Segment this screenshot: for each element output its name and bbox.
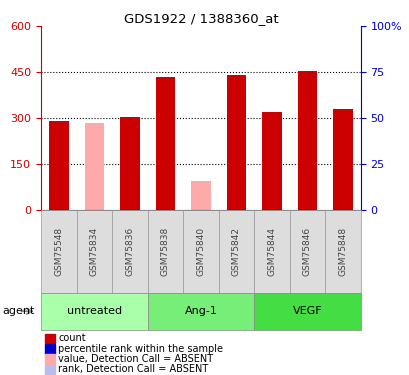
Text: GSM75548: GSM75548 <box>54 226 63 276</box>
Bar <box>49 121 68 210</box>
Bar <box>297 70 317 210</box>
Text: GSM75834: GSM75834 <box>90 226 99 276</box>
Bar <box>84 123 104 210</box>
Text: GSM75844: GSM75844 <box>267 227 276 276</box>
Text: count: count <box>58 333 85 344</box>
Text: agent: agent <box>2 306 34 316</box>
Text: GSM75840: GSM75840 <box>196 226 205 276</box>
Text: GSM75848: GSM75848 <box>338 226 347 276</box>
Text: Ang-1: Ang-1 <box>184 306 217 316</box>
Bar <box>226 75 245 210</box>
Title: GDS1922 / 1388360_at: GDS1922 / 1388360_at <box>123 12 278 25</box>
Text: VEGF: VEGF <box>292 306 321 316</box>
Bar <box>120 117 139 210</box>
Text: rank, Detection Call = ABSENT: rank, Detection Call = ABSENT <box>58 364 208 374</box>
Text: value, Detection Call = ABSENT: value, Detection Call = ABSENT <box>58 354 213 364</box>
Text: untreated: untreated <box>67 306 121 316</box>
Text: GSM75846: GSM75846 <box>302 226 311 276</box>
Text: percentile rank within the sample: percentile rank within the sample <box>58 344 222 354</box>
Bar <box>191 181 210 210</box>
Bar <box>262 112 281 210</box>
Bar <box>333 109 352 210</box>
Text: GSM75838: GSM75838 <box>160 226 169 276</box>
Bar <box>155 77 175 210</box>
Text: GSM75836: GSM75836 <box>125 226 134 276</box>
Text: GSM75842: GSM75842 <box>231 227 240 276</box>
